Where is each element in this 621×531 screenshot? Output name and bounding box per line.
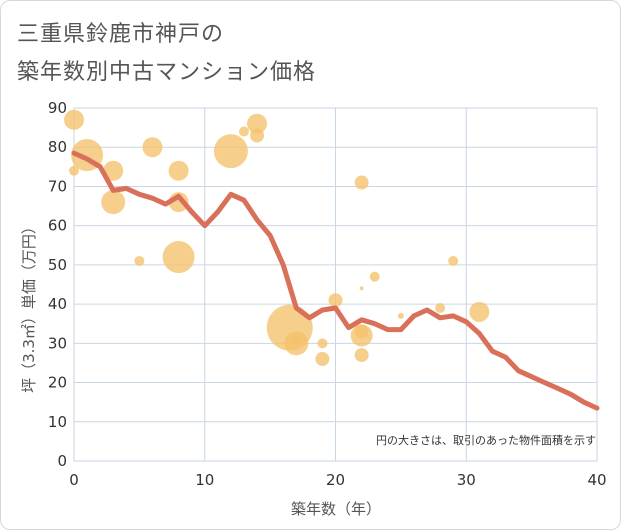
y-tick-label: 90 <box>48 99 67 117</box>
bubble <box>328 293 343 308</box>
bubble <box>162 241 195 274</box>
bubble <box>213 134 248 169</box>
y-tick-label: 30 <box>48 334 67 352</box>
bubble <box>397 312 404 319</box>
x-tick-label: 10 <box>195 471 214 489</box>
y-tick-label: 0 <box>57 452 67 470</box>
y-tick-label: 40 <box>48 295 67 313</box>
bubble <box>369 271 380 282</box>
bubble <box>101 190 126 215</box>
bubble <box>350 324 373 347</box>
y-axis-label: 坪（3.3㎡）単価（万円） <box>20 219 38 393</box>
bubble <box>69 165 79 176</box>
x-tick-label: 40 <box>587 471 606 489</box>
x-axis-label: 築年数（年） <box>291 500 381 518</box>
trend-line <box>71 150 600 411</box>
chart-title-line2: 築年数別中古マンション価格 <box>17 60 317 85</box>
bubble <box>247 113 268 134</box>
y-tick-labels: 0 10 20 30 40 50 60 70 80 90 <box>48 99 67 470</box>
bubble <box>291 334 302 345</box>
bubble <box>359 286 364 291</box>
y-tick-label: 60 <box>48 217 67 235</box>
trend-layer <box>71 150 600 411</box>
bubble <box>315 352 330 367</box>
y-tick-label: 80 <box>48 138 67 156</box>
x-tick-label: 20 <box>326 471 345 489</box>
bubble <box>317 338 328 349</box>
y-tick-label: 70 <box>48 177 67 195</box>
y-tick-label: 50 <box>48 256 67 274</box>
bubble <box>469 301 490 322</box>
bubble <box>168 160 189 181</box>
bubble-layer <box>64 109 490 367</box>
bubble <box>142 137 163 158</box>
y-tick-label: 20 <box>48 374 67 392</box>
size-note: 円の大きさは、取引のあった物件面積を示す <box>376 433 596 447</box>
x-tick-label: 0 <box>69 471 79 489</box>
x-tick-labels: 0 10 20 30 40 <box>69 471 606 489</box>
bubble <box>354 175 369 190</box>
bubble <box>354 348 369 363</box>
grid <box>73 107 598 462</box>
bubble <box>448 255 459 266</box>
bubble <box>250 128 265 143</box>
plot-frame <box>73 107 598 462</box>
x-tick-label: 30 <box>457 471 476 489</box>
bubble <box>238 126 249 137</box>
bubble <box>103 160 124 181</box>
y-tick-label: 10 <box>48 413 67 431</box>
bubble <box>134 255 145 266</box>
bubble <box>64 109 84 130</box>
chart-title-line1: 三重県鈴鹿市神戸の <box>17 22 225 47</box>
bubble <box>435 303 446 314</box>
